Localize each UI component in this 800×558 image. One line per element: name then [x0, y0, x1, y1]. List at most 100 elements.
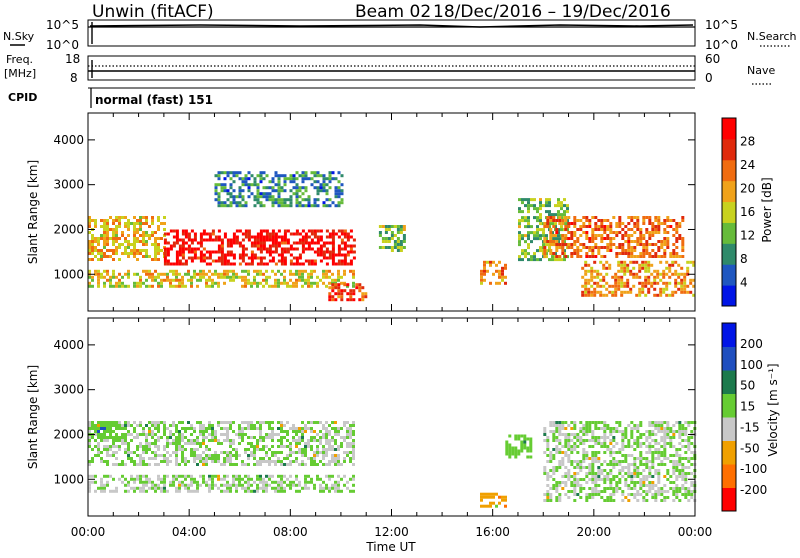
velocity-cell: [289, 486, 292, 490]
power-cell: [217, 171, 221, 175]
power-cell: [118, 222, 121, 225]
velocity-cell: [145, 436, 148, 439]
power-cell: [563, 249, 566, 253]
velocity-cell: [678, 436, 682, 439]
power-cell: [115, 228, 118, 231]
velocity-cell: [253, 424, 256, 427]
velocity-cell: [121, 460, 124, 463]
velocity-cell: [175, 451, 178, 454]
power-cell: [91, 246, 94, 249]
velocity-cell: [154, 457, 157, 460]
power-cell: [313, 186, 317, 190]
power-cell: [283, 204, 287, 208]
power-cell: [181, 238, 185, 242]
power-cell: [97, 240, 100, 243]
power-cell: [190, 259, 194, 263]
power-cell: [591, 216, 595, 219]
power-cell: [91, 284, 94, 288]
power-cell: [591, 252, 595, 255]
power-cell: [313, 250, 317, 254]
velocity-cell: [588, 496, 592, 499]
power-cell: [334, 286, 338, 290]
power-cell: [118, 284, 121, 288]
velocity-colorbar-frame: [721, 322, 737, 512]
velocity-cell: [310, 463, 313, 466]
power-cell: [567, 237, 571, 240]
power-cell: [555, 240, 559, 243]
power-cell: [229, 250, 233, 254]
velocity-cell: [579, 442, 583, 445]
velocity-cell: [337, 433, 340, 436]
power-cell: [340, 198, 344, 202]
power-cell: [570, 252, 574, 255]
power-cell: [651, 243, 655, 246]
power-cell: [259, 195, 263, 199]
velocity-cell: [582, 439, 586, 442]
power-cell: [223, 204, 227, 208]
velocity-cell: [112, 424, 115, 427]
velocity-cell: [223, 474, 226, 478]
velocity-cell: [178, 442, 181, 445]
power-cell: [668, 266, 672, 270]
velocity-cell: [684, 457, 688, 460]
power-cell: [641, 290, 645, 294]
velocity-cell: [666, 457, 670, 460]
power-cell: [630, 216, 634, 219]
power-cell: [343, 241, 347, 245]
power-cell: [501, 266, 504, 270]
power-cell: [618, 252, 622, 255]
power-cell: [675, 231, 679, 234]
velocity-cell: [639, 451, 643, 454]
power-cell: [244, 180, 248, 184]
velocity-cell: [217, 474, 220, 478]
power-cell: [298, 195, 302, 199]
velocity-cell: [564, 427, 568, 430]
power-cell: [530, 240, 533, 244]
velocity-cell: [250, 477, 253, 481]
power-cell: [145, 231, 148, 234]
power-cell: [277, 244, 281, 248]
power-cell: [654, 252, 658, 255]
power-cell: [615, 252, 619, 255]
power-cell: [576, 228, 580, 231]
velocity-cell: [214, 474, 217, 478]
power-cell: [656, 281, 660, 285]
power-cell: [645, 231, 649, 234]
velocity-cell: [636, 445, 640, 448]
power-cell: [645, 246, 649, 249]
power-cell: [334, 262, 338, 266]
power-cell: [130, 249, 133, 252]
velocity-cell: [172, 477, 175, 481]
velocity-cell: [88, 427, 91, 430]
velocity-cell: [229, 463, 232, 466]
velocity-cell: [169, 436, 172, 439]
power-cell: [596, 284, 600, 288]
velocity-cell: [304, 463, 307, 466]
power-cell: [88, 269, 91, 273]
power-cell: [381, 237, 385, 240]
velocity-cell: [579, 487, 583, 490]
velocity-cell: [651, 430, 655, 433]
velocity-cell: [576, 478, 580, 481]
power-cell: [211, 278, 214, 282]
power-cell: [630, 246, 634, 249]
power-ytick-label: 2000: [53, 222, 84, 236]
velocity-cell: [603, 499, 607, 502]
velocity-cell: [334, 439, 337, 442]
velocity-cell: [256, 489, 259, 493]
power-colorbar-swatch: [722, 264, 736, 286]
power-cell: [633, 222, 637, 225]
velocity-cell: [133, 477, 136, 481]
velocity-cell: [271, 451, 274, 454]
power-cell: [277, 201, 281, 205]
power-cell: [187, 269, 190, 273]
power-cell: [307, 262, 311, 266]
velocity-cell: [600, 427, 604, 430]
velocity-cell: [687, 493, 691, 496]
power-cell: [524, 216, 527, 220]
velocity-cell: [483, 504, 486, 508]
velocity-cell: [609, 430, 613, 433]
power-cell: [498, 269, 501, 273]
velocity-cell: [648, 460, 652, 463]
velocity-cell: [259, 427, 262, 430]
